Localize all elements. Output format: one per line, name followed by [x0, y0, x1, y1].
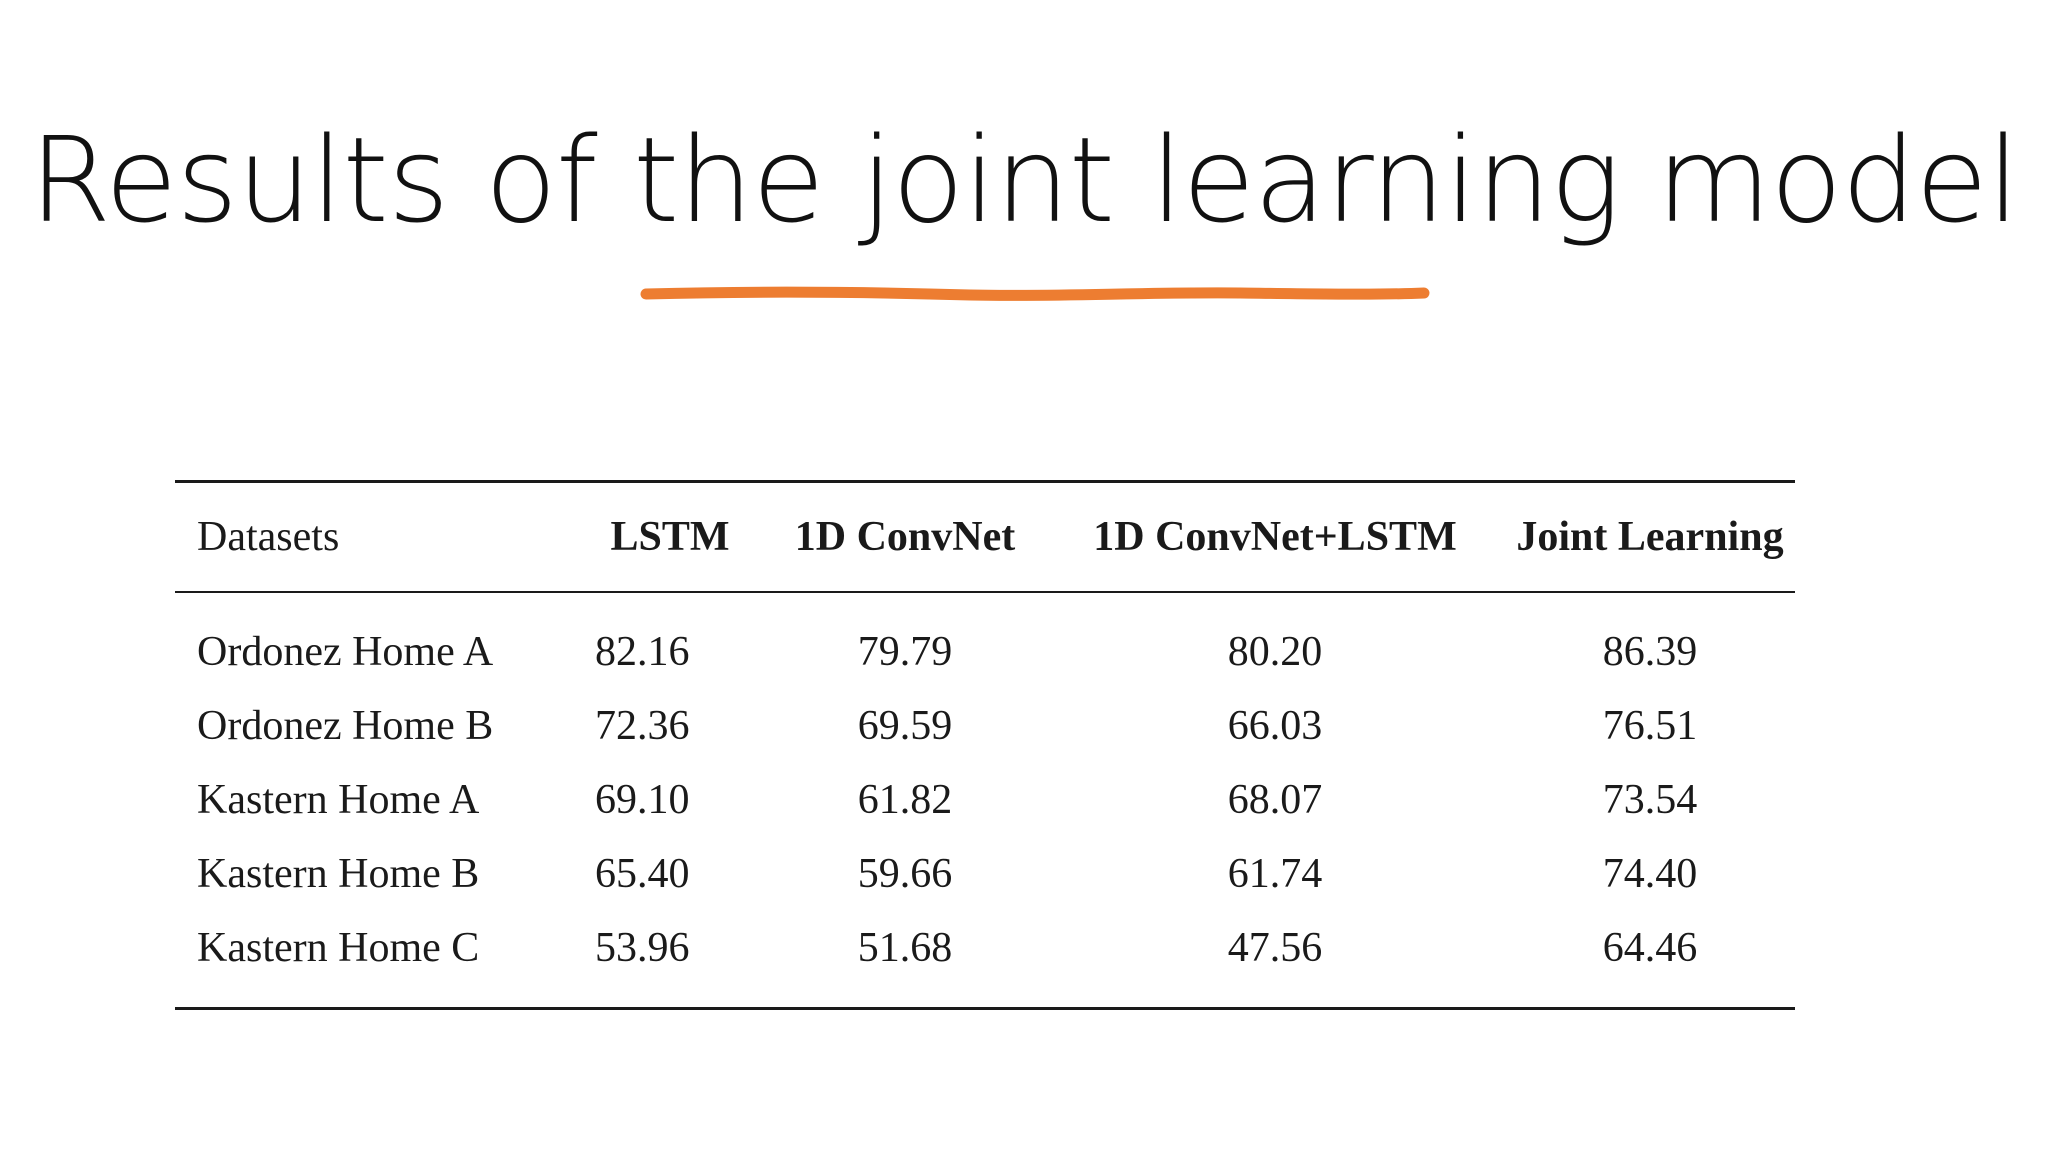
cell-1d-convnet-lstm: 61.74: [1227, 851, 1323, 897]
cell-1d-convnet-lstm: 68.07: [1227, 777, 1323, 823]
table-row: Kastern Home C 53.96 51.68 47.56 64.46: [175, 911, 1795, 1009]
cell-lstm: 65.40: [595, 851, 690, 897]
cell-lstm: 72.36: [595, 703, 690, 749]
cell-joint-learning: 76.51: [1602, 703, 1698, 749]
cell-lstm: 53.96: [595, 925, 690, 971]
table-row: Kastern Home A 69.10 61.82 68.07 73.54: [175, 763, 1795, 837]
cell-dataset: Kastern Home A: [197, 777, 480, 823]
title-underline: [640, 286, 1430, 301]
cell-1d-convnet-lstm: 66.03: [1227, 703, 1323, 749]
cell-joint-learning: 64.46: [1602, 925, 1698, 971]
cell-dataset: Kastern Home C: [197, 925, 480, 971]
slide-title: Results of the joint learning model: [29, 111, 2020, 249]
header-datasets: Datasets: [197, 514, 340, 560]
cell-1d-convnet-lstm: 80.20: [1227, 629, 1323, 675]
header-1d-convnet-lstm: 1D ConvNet+LSTM: [1093, 514, 1457, 560]
cell-joint-learning: 86.39: [1602, 629, 1698, 675]
results-table: Datasets LSTM 1D ConvNet 1D ConvNet+LSTM…: [175, 480, 1795, 1010]
table-row: Kastern Home B 65.40 59.66 61.74 74.40: [175, 837, 1795, 911]
cell-1d-convnet: 79.79: [857, 629, 953, 675]
cell-1d-convnet: 51.68: [857, 925, 953, 971]
table-row: Ordonez Home A 82.16 79.79 80.20 86.39: [175, 592, 1795, 689]
cell-dataset: Kastern Home B: [197, 851, 480, 897]
header-1d-convnet: 1D ConvNet: [794, 514, 1016, 560]
cell-lstm: 69.10: [595, 777, 690, 823]
cell-joint-learning: 73.54: [1602, 777, 1698, 823]
cell-1d-convnet: 69.59: [857, 703, 953, 749]
cell-dataset: Ordonez Home A: [197, 629, 494, 675]
cell-joint-learning: 74.40: [1602, 851, 1698, 897]
table-row: Ordonez Home B 72.36 69.59 66.03 76.51: [175, 689, 1795, 763]
cell-dataset: Ordonez Home B: [197, 703, 494, 749]
cell-1d-convnet: 59.66: [857, 851, 953, 897]
cell-1d-convnet-lstm: 47.56: [1227, 925, 1323, 971]
header-lstm: LSTM: [610, 514, 730, 560]
table-header-row: Datasets LSTM 1D ConvNet 1D ConvNet+LSTM…: [175, 481, 1795, 592]
cell-1d-convnet: 61.82: [857, 777, 953, 823]
cell-lstm: 82.16: [595, 629, 690, 675]
header-joint-learning: Joint Learning: [1516, 514, 1784, 560]
